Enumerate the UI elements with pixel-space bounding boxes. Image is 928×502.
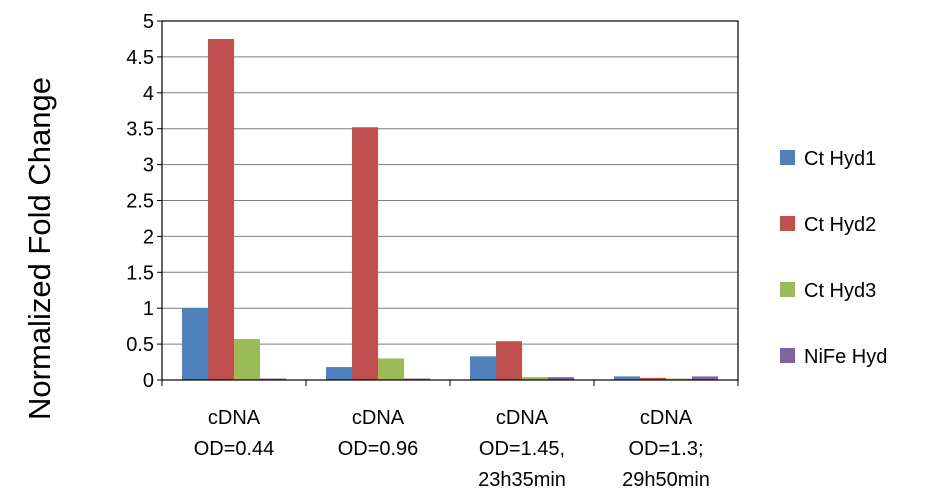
bar-nife-hyd-3 xyxy=(548,377,574,380)
legend: Ct Hyd1 Ct Hyd2 Ct Hyd3 NiFe Hyd xyxy=(780,148,887,368)
x-category-label: cDNA OD=0.96 xyxy=(338,407,419,460)
y-tick-label: 0 xyxy=(143,370,154,392)
bars xyxy=(182,38,718,380)
y-tick-label: 3 xyxy=(143,155,154,177)
gridlines xyxy=(162,56,738,345)
x-category-label: cDNA OD=0.44 xyxy=(194,407,275,460)
y-tick-label: 5 xyxy=(143,11,154,33)
y-tick-label: 1.5 xyxy=(126,262,154,284)
legend-label: Ct Hyd1 xyxy=(804,148,876,170)
y-axis-ticks: 0 0.5 1 1.5 2 2.5 3 3.5 4 4.5 5 xyxy=(126,11,162,392)
y-tick-label: 2 xyxy=(143,226,154,248)
legend-swatch xyxy=(780,216,795,231)
bar-ct-hyd1-1 xyxy=(182,308,208,380)
bar-ct-hyd2-4 xyxy=(640,377,666,380)
y-tick-label: 1 xyxy=(143,298,154,320)
y-axis-label: Normalized Fold Change xyxy=(22,77,57,420)
y-tick-label: 2.5 xyxy=(126,191,154,213)
legend-swatch xyxy=(780,348,795,363)
bar-ct-hyd1-4 xyxy=(614,376,640,380)
y-tick-label: 0.5 xyxy=(126,334,154,356)
y-tick-label: 4 xyxy=(143,83,154,105)
legend-swatch xyxy=(780,150,795,165)
bar-ct-hyd1-3 xyxy=(470,356,496,380)
x-category-label: cDNA OD=1.45, 23h35min xyxy=(478,407,566,491)
x-axis-ticks: cDNA OD=0.44 cDNA OD=0.96 cDNA OD=1.45, 23h35m… xyxy=(161,380,739,491)
bar-nife-hyd-2 xyxy=(404,378,430,380)
bar-ct-hyd2-3 xyxy=(496,341,522,380)
legend-label: NiFe Hyd xyxy=(804,346,887,368)
legend-label: Ct Hyd2 xyxy=(804,214,876,236)
bar-nife-hyd-4 xyxy=(692,376,718,380)
bar-ct-hyd3-1 xyxy=(234,339,260,380)
y-tick-label: 4.5 xyxy=(126,47,154,69)
bar-nife-hyd-1 xyxy=(260,378,286,380)
bar-ct-hyd3-2 xyxy=(378,358,404,380)
bar-ct-hyd3-4 xyxy=(666,378,692,380)
legend-swatch xyxy=(780,282,795,297)
bar-ct-hyd1-2 xyxy=(326,367,352,380)
bar-ct-hyd2-2 xyxy=(352,127,378,380)
x-category-label: cDNA OD=1.3; 29h50min xyxy=(622,407,710,491)
legend-label: Ct Hyd3 xyxy=(804,280,876,302)
bar-ct-hyd2-1 xyxy=(208,38,234,380)
y-tick-label: 3.5 xyxy=(126,119,154,141)
bar-ct-hyd3-3 xyxy=(522,377,548,380)
